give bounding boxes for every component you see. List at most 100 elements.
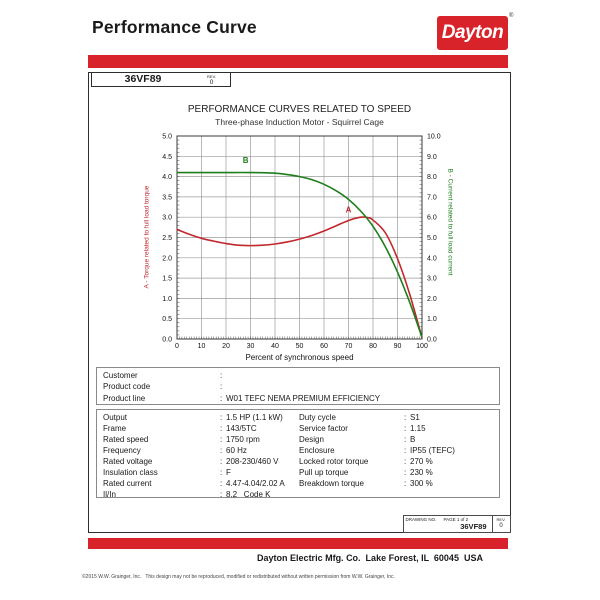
separator: : xyxy=(404,435,407,444)
registered-trademark-icon: ® xyxy=(509,13,514,19)
drawing-rev-label: REV. xyxy=(496,516,506,522)
field-value: 270 % xyxy=(410,457,433,466)
curve-label-A: A xyxy=(346,205,352,214)
curve-A xyxy=(176,216,423,338)
field-value: W01 TEFC NEMA PREMIUM EFFICIENCY xyxy=(226,393,381,403)
spec-row: Frame:143/5TC xyxy=(97,423,285,434)
svg-text:1.0: 1.0 xyxy=(427,316,437,323)
field-value: 60 Hz xyxy=(226,446,247,455)
drawing-number-box: DRAWING NO. PAGE 1 of 2 36VF89 REV. 0 xyxy=(402,514,511,533)
field-label: Pull up torque xyxy=(299,468,349,477)
field-label: Output xyxy=(103,413,128,422)
field-label: Customer xyxy=(103,371,138,380)
separator: : xyxy=(220,457,223,466)
separator: : xyxy=(220,382,223,392)
svg-text:0: 0 xyxy=(175,343,179,350)
svg-text:4.0: 4.0 xyxy=(162,174,172,181)
drawing-rev-value: 0 xyxy=(499,522,503,529)
dayton-logo: Dayton xyxy=(437,16,508,50)
svg-text:40: 40 xyxy=(271,343,279,350)
revision-label: REV. xyxy=(207,73,216,79)
separator: : xyxy=(220,393,223,403)
spec-row: Insulation class: F xyxy=(97,467,285,478)
svg-text:20: 20 xyxy=(222,343,230,350)
svg-text:10.0: 10.0 xyxy=(427,134,441,141)
field-value: IP55 (TEFC) xyxy=(410,446,455,455)
separator: : xyxy=(220,468,223,477)
svg-text:8.0: 8.0 xyxy=(427,174,437,181)
svg-text:70: 70 xyxy=(345,343,353,350)
curve-B xyxy=(176,171,423,338)
field-value: 4.47-4.04/2.02 A xyxy=(226,479,285,488)
customer-info-box: Customer: Product code: Product line: W01 T… xyxy=(96,367,500,405)
spec-row: Duty cycle: S1 xyxy=(293,412,455,423)
svg-text:0.5: 0.5 xyxy=(162,316,172,323)
field-value: 143/5TC xyxy=(226,424,257,433)
svg-text:2.5: 2.5 xyxy=(162,235,172,242)
field-value: 1750 rpm xyxy=(226,435,260,444)
chart-title: PERFORMANCE CURVES RELATED TO SPEED xyxy=(187,104,412,115)
separator: : xyxy=(404,457,407,466)
field-label: Frequency xyxy=(103,446,141,455)
performance-chart: 0 10 20 30 40 50 60 70 80 90 1000.00.51.01.52.02.5… xyxy=(162,134,441,363)
svg-text:0.0: 0.0 xyxy=(427,337,437,344)
field-value: 1.15 xyxy=(410,424,426,433)
drawing-rev-cell: REV. 0 xyxy=(491,515,510,532)
separator: : xyxy=(220,424,223,433)
copyright-notice: ©2015 W.W. Grainger, Inc. This design ma… xyxy=(82,574,395,580)
svg-text:4.5: 4.5 xyxy=(162,154,172,161)
svg-text:7.0: 7.0 xyxy=(427,194,437,201)
field-value: 300 % xyxy=(410,479,433,488)
separator: : xyxy=(404,468,407,477)
field-label: Product line xyxy=(103,393,146,403)
spec-row: Design: B xyxy=(293,434,455,445)
svg-text:0.0: 0.0 xyxy=(162,337,172,344)
spec-row: Rated voltage:208-230/460 V xyxy=(97,456,285,467)
field-label: Insulation class xyxy=(103,468,158,477)
customer-row: Product line: W01 TEFC NEMA PREMIUM EFFIC… xyxy=(97,393,499,404)
svg-text:80: 80 xyxy=(369,343,377,350)
svg-text:90: 90 xyxy=(394,343,402,350)
spec-row: Rated current:4.47-4.04/2.02 A xyxy=(97,478,285,489)
field-label: Design xyxy=(299,435,324,444)
separator: : xyxy=(404,413,407,422)
svg-text:2.0: 2.0 xyxy=(162,255,172,262)
field-value: 8.2 Code K xyxy=(226,490,271,499)
part-number-cell: 36VF89 xyxy=(91,71,195,87)
drawing-no-value: 36VF89 xyxy=(460,521,487,531)
field-label: Duty cycle xyxy=(299,413,336,422)
drawing-no-label: DRAWING NO. xyxy=(405,516,437,522)
field-label: Rated voltage xyxy=(103,457,153,466)
separator: : xyxy=(220,490,223,499)
revision-value: 0 xyxy=(209,78,214,86)
svg-text:1.5: 1.5 xyxy=(162,276,172,283)
document-frame: 36VF89 REV. 0 PERFORMANCE CURVES RELATED… xyxy=(88,71,511,533)
svg-text:4.0: 4.0 xyxy=(427,255,437,262)
customer-row: Product code: xyxy=(97,381,499,392)
page-title: Performance Curve xyxy=(92,17,257,37)
svg-text:2.0: 2.0 xyxy=(427,296,437,303)
company-address: Dayton Electric Mfg. Co. Lake Forest, IL… xyxy=(257,553,483,563)
svg-text:Percent of synchronous speed: Percent of synchronous speed xyxy=(245,353,353,362)
spec-row: Locked rotor torque:270 % xyxy=(293,456,455,467)
field-label: Rated current xyxy=(103,479,152,488)
spec-row: Il/In:8.2 Code K xyxy=(97,489,285,500)
separator: : xyxy=(220,479,223,488)
svg-text:6.0: 6.0 xyxy=(427,215,437,222)
field-value: F xyxy=(226,468,231,477)
dayton-logo-text: Dayton xyxy=(441,22,504,43)
header-divider-bar xyxy=(88,55,508,68)
spec-row: Service factor:1.15 xyxy=(293,423,455,434)
svg-text:5.0: 5.0 xyxy=(162,134,172,141)
separator: : xyxy=(404,479,407,488)
spec-row: Breakdown torque:300 % xyxy=(293,478,455,489)
field-value: S1 xyxy=(410,413,420,422)
svg-text:3.0: 3.0 xyxy=(427,276,437,283)
field-label: Locked rotor torque xyxy=(299,457,369,466)
field-label: Service factor xyxy=(299,424,348,433)
revision-cell: REV. 0 xyxy=(193,71,231,87)
customer-row: Customer: xyxy=(97,370,499,381)
field-label: Frame xyxy=(103,424,127,433)
svg-text:3.5: 3.5 xyxy=(162,194,172,201)
svg-text:10: 10 xyxy=(198,343,206,350)
